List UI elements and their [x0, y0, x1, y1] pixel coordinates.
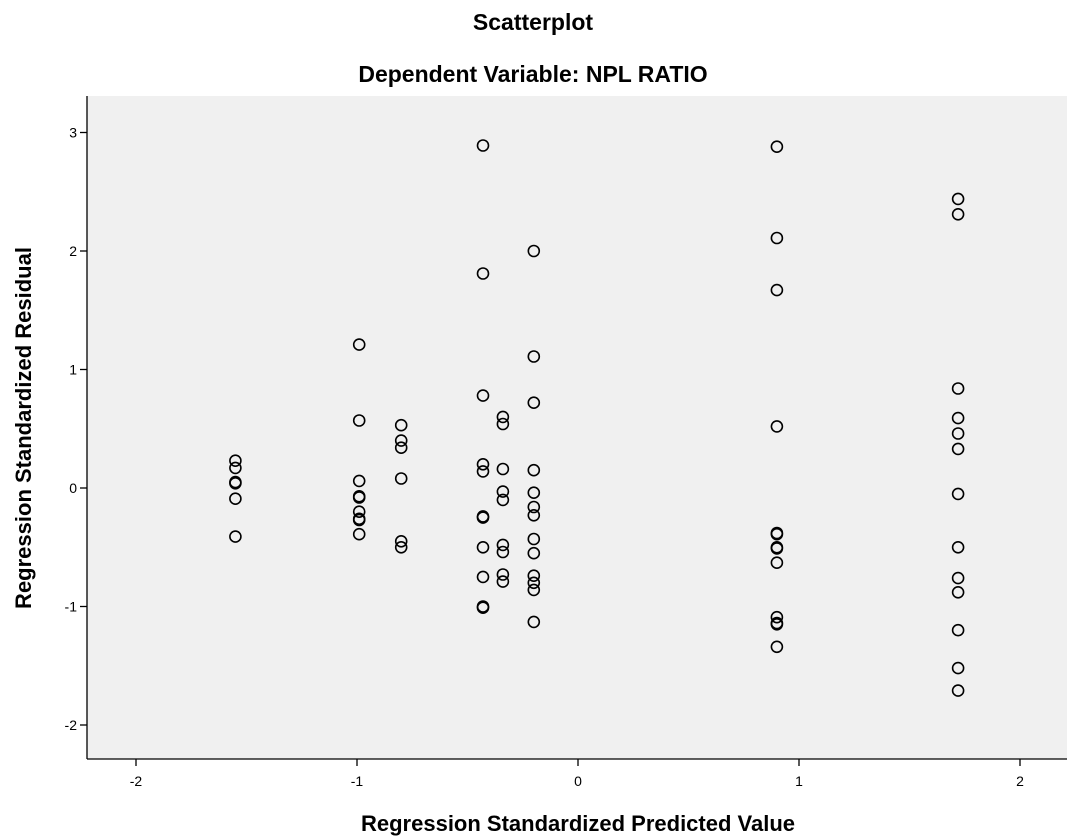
scatter-point — [229, 530, 242, 543]
scatter-point — [527, 350, 541, 363]
y-tick-label: -1 — [65, 599, 78, 615]
scatter-point — [476, 570, 490, 584]
scatter-point — [476, 389, 490, 402]
scatter-point — [496, 575, 510, 588]
scatter-point — [527, 615, 541, 629]
scatter-point — [352, 414, 366, 427]
y-tick-label: 2 — [69, 243, 77, 259]
y-axis-ticks: -2 -1 0 1 2 3 — [65, 125, 87, 733]
scatter-point — [951, 623, 965, 637]
scatter-point — [951, 411, 965, 425]
scatter-point — [476, 540, 490, 554]
scatter-point — [352, 513, 366, 527]
scatter-point — [770, 527, 784, 541]
scatter-point — [527, 546, 541, 560]
scatter-point — [352, 491, 366, 504]
scatter-point — [496, 545, 510, 559]
scatter-point — [951, 442, 965, 456]
y-tick-label: 3 — [69, 125, 77, 141]
scatter-point — [394, 540, 408, 554]
scatter-point — [394, 472, 408, 485]
scatter-point — [527, 500, 541, 514]
scatter-point — [352, 505, 366, 519]
scatter-point — [951, 192, 965, 206]
x-tick-label: -2 — [130, 773, 143, 789]
scatter-point — [229, 461, 242, 475]
scatter-point — [770, 610, 784, 624]
y-tick-label: -2 — [65, 717, 78, 733]
scatter-point — [352, 527, 366, 541]
scatter-point — [770, 420, 784, 433]
y-tick-label: 0 — [69, 480, 77, 496]
scatter-point — [951, 487, 965, 501]
scatter-point — [770, 283, 784, 297]
x-tick-label: -1 — [351, 773, 364, 789]
scatter-point — [496, 417, 510, 431]
scatter-point — [951, 571, 965, 585]
scatter-point — [527, 532, 541, 546]
y-tick-label: 1 — [69, 362, 77, 378]
scatter-point — [770, 556, 784, 570]
scatter-point — [394, 418, 408, 432]
plot-area — [87, 96, 1067, 759]
scatter-point — [229, 492, 242, 506]
scatter-point — [527, 576, 541, 590]
scatter-point — [476, 267, 490, 280]
scatter-point — [527, 463, 541, 477]
scatter-point — [770, 140, 784, 153]
scatter-point — [496, 462, 510, 476]
scatter-point — [951, 684, 965, 697]
scatter-point — [476, 465, 490, 478]
x-tick-label: 2 — [1016, 773, 1024, 789]
scatter-point — [951, 585, 965, 599]
scatter-point — [476, 457, 490, 471]
chart-title: Scatterplot — [473, 9, 593, 35]
scatter-point — [496, 485, 510, 498]
chart-subtitle: Dependent Variable: NPL RATIO — [358, 61, 707, 87]
scatter-point — [496, 493, 510, 507]
scatter-point — [770, 542, 784, 555]
scatter-point — [770, 617, 784, 631]
scatter-point — [394, 534, 408, 548]
scatter-point — [527, 486, 541, 500]
scatter-point — [527, 508, 541, 522]
scatter-point — [527, 244, 541, 258]
scatter-point — [951, 208, 965, 221]
x-tick-label: 0 — [574, 773, 582, 789]
scatter-point — [527, 583, 541, 597]
scatter-point — [352, 338, 366, 351]
scatter-points — [229, 139, 965, 697]
scatter-point — [770, 231, 784, 245]
scatter-point — [951, 427, 965, 440]
y-axis-label: Regression Standardized Residual — [11, 247, 36, 609]
scatter-point — [476, 601, 490, 615]
scatter-point — [496, 410, 510, 424]
x-axis-label: Regression Standardized Predicted Value — [361, 811, 795, 836]
scatter-point — [229, 454, 242, 468]
scatter-point — [496, 538, 510, 552]
scatter-point — [770, 640, 784, 654]
scatter-point — [394, 434, 408, 447]
scatter-point — [394, 441, 408, 455]
scatter-point — [951, 382, 965, 395]
scatter-point — [527, 396, 541, 410]
scatter-point — [527, 569, 541, 583]
scatter-point — [229, 476, 242, 490]
scatter-point — [951, 661, 965, 675]
x-tick-label: 1 — [795, 773, 803, 789]
scatter-point — [496, 568, 510, 581]
scatter-point — [476, 139, 490, 152]
scatter-point — [476, 511, 490, 524]
scatter-point — [352, 474, 366, 488]
scatter-point — [951, 540, 965, 554]
x-axis-ticks: -2 -1 0 1 2 — [130, 759, 1024, 789]
